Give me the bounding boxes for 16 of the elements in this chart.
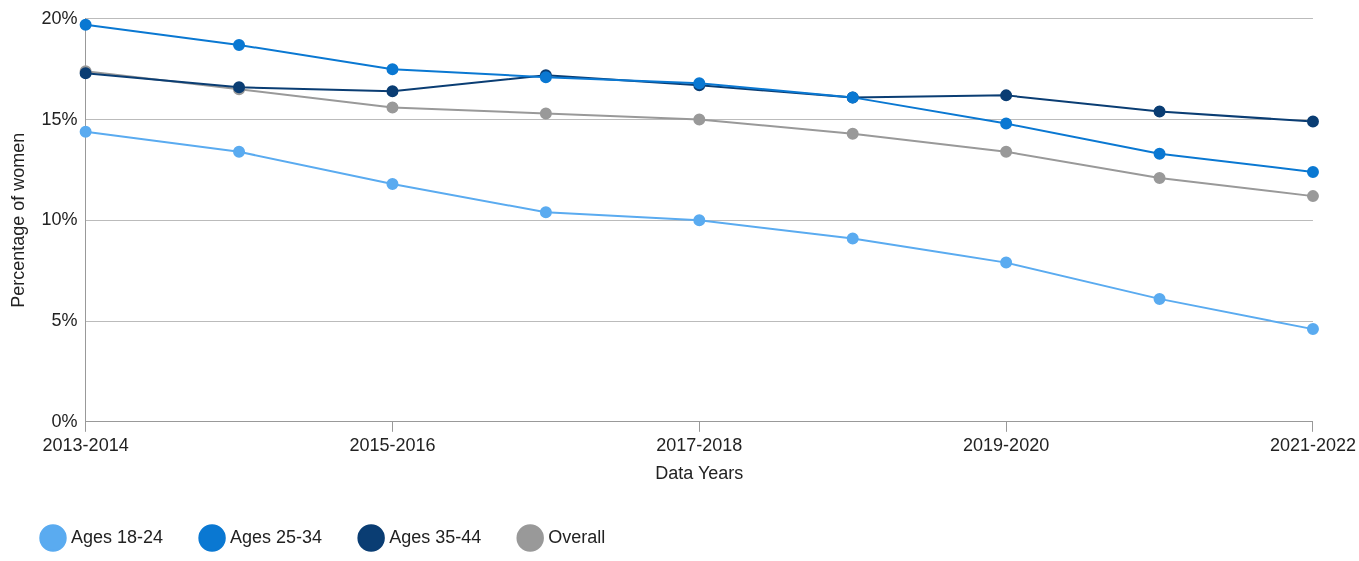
x-tick-label: 2021-2022 [1269, 434, 1357, 455]
x-tick-label: 2019-2020 [963, 434, 1050, 455]
y-tick-label: 0% [51, 410, 78, 431]
x-tick-label: 2015-2016 [349, 434, 436, 455]
legend-label: Ages 25-34 [230, 526, 323, 547]
legend-label: Overall [548, 526, 606, 547]
y-tick-label: 15% [41, 108, 78, 129]
legend-label: Ages 18-24 [71, 526, 164, 547]
y-tick-label: 10% [41, 209, 78, 230]
y-tick-label: 20% [41, 7, 78, 28]
x-tick-label: 2013-2014 [42, 434, 129, 455]
legend-label: Ages 35-44 [389, 526, 482, 547]
x-axis-title: Data Years [655, 463, 744, 484]
x-tick-label: 2017-2018 [656, 434, 743, 455]
y-axis-title: Percentage of women [7, 132, 28, 308]
y-tick-label: 5% [51, 310, 78, 331]
